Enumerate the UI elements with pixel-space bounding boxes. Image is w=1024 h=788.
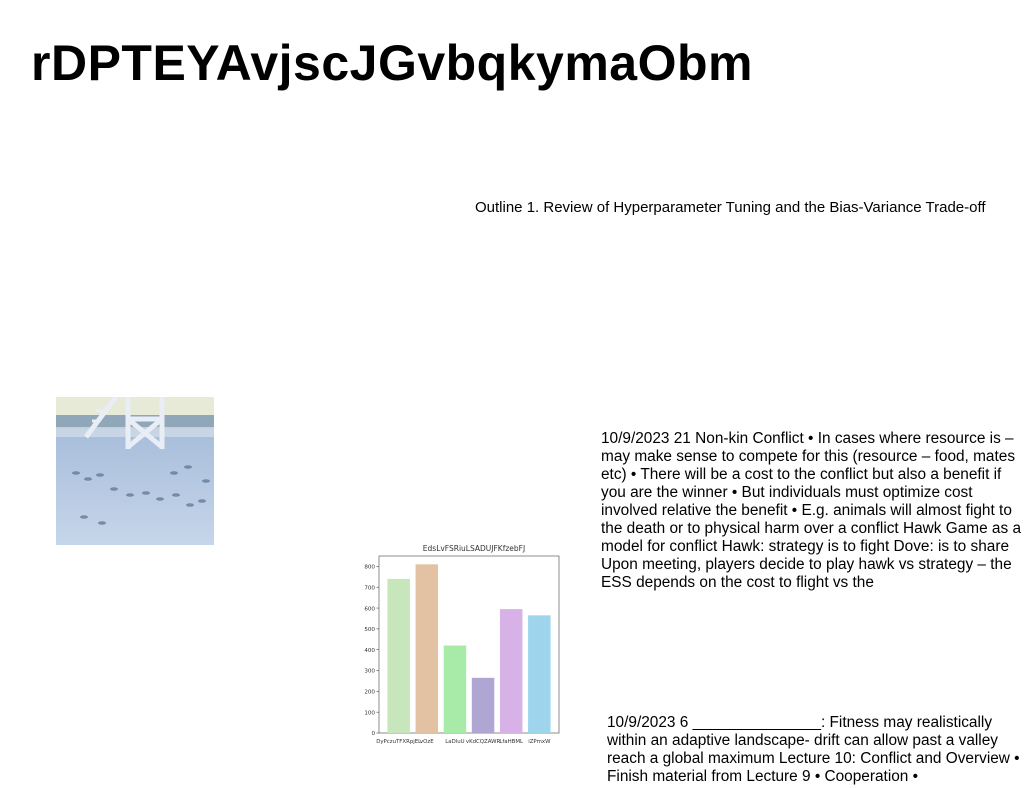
chart-frame bbox=[378, 555, 560, 734]
bar bbox=[528, 615, 551, 733]
y-tick-label: 100 bbox=[364, 710, 375, 716]
outline-text: Outline 1. Review of Hyperparameter Tuni… bbox=[475, 199, 986, 216]
bar-chart: EdsLvFSRiuLSADUJFKfzebFJ 0 100 200 300 400 50… bbox=[360, 540, 565, 750]
text-block-lecture: 10/9/2023 6 _______________: Fitness may… bbox=[607, 714, 1020, 785]
bar-chart-svg: EdsLvFSRiuLSADUJFKfzebFJ 0 100 200 300 400 50… bbox=[364, 544, 560, 745]
x-tick-label: DyPczuTFXRpjEL bbox=[376, 739, 421, 745]
page-title: rDPTEYAvjscJGvbqkymaObm bbox=[31, 35, 753, 91]
y-tick-label: 400 bbox=[364, 648, 375, 654]
x-tick-label: LfaHBML bbox=[499, 739, 523, 745]
y-tick-label: 800 bbox=[364, 565, 375, 571]
y-tick-label: 200 bbox=[364, 690, 375, 696]
text-block-conflict: 10/9/2023 21 Non-kin Conflict • In cases… bbox=[601, 430, 1022, 591]
bar bbox=[415, 564, 439, 733]
x-tick-label: vKdCQZAWR bbox=[466, 739, 501, 745]
bar bbox=[387, 578, 410, 733]
y-tick-label: 500 bbox=[364, 627, 375, 633]
x-tick-label: vOzE bbox=[420, 739, 434, 745]
x-tick-label: iZPmxW bbox=[528, 739, 551, 745]
bar bbox=[471, 677, 495, 733]
chart-title: EdsLvFSRiuLSADUJFKfzebFJ bbox=[423, 544, 525, 553]
bar bbox=[443, 645, 467, 733]
y-tick-label: 600 bbox=[364, 606, 375, 612]
y-tick-label: 700 bbox=[364, 585, 375, 591]
bar bbox=[499, 609, 523, 733]
y-tick-label: 300 bbox=[364, 669, 375, 675]
x-tick-label: LaDluU bbox=[445, 739, 464, 745]
beach-photo bbox=[56, 397, 214, 545]
y-tick-label: 0 bbox=[371, 731, 375, 737]
